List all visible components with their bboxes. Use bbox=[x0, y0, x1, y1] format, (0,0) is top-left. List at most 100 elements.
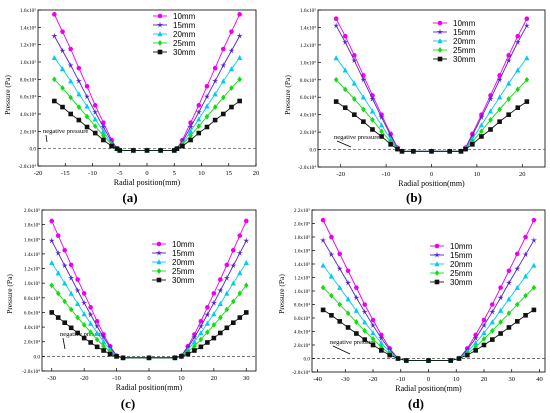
panel-a-point-20mm bbox=[196, 116, 202, 122]
panel-b-point-30mm bbox=[524, 99, 530, 104]
panel-d-x-tick-label: 10 bbox=[453, 376, 460, 383]
panel-b-point-25mm bbox=[333, 76, 339, 83]
panel-d-point-30mm bbox=[379, 348, 384, 353]
panel-d-label: (d) bbox=[408, 396, 424, 411]
panel-b-point-10mm bbox=[352, 53, 357, 58]
panel-a-point-25mm bbox=[52, 76, 57, 83]
panel-d-point-25mm bbox=[523, 292, 528, 299]
panel-a-point-30mm bbox=[84, 124, 90, 130]
panel-a-point-20mm bbox=[84, 103, 90, 109]
panel-c-point-25mm bbox=[62, 298, 67, 305]
panel-a-point-30mm bbox=[131, 148, 136, 153]
panel-c-point-25mm bbox=[198, 336, 204, 343]
panel-b-point-30mm bbox=[333, 99, 339, 104]
panel-b-point-20mm bbox=[506, 80, 512, 86]
panel-c-legend-marker-15mm bbox=[155, 249, 163, 256]
panel-b-point-20mm bbox=[524, 55, 530, 61]
panel-c-point-30mm bbox=[146, 355, 152, 361]
panel-a-point-20mm bbox=[237, 54, 243, 60]
panel-b-point-30mm bbox=[395, 146, 400, 152]
panel-c-point-15mm bbox=[100, 334, 107, 340]
panel-d-point-20mm bbox=[522, 273, 529, 279]
panel-d-point-30mm bbox=[465, 352, 470, 358]
panel-c-point-30mm bbox=[120, 355, 126, 361]
panel-d-point-30mm bbox=[362, 337, 368, 342]
panel-d-point-25mm bbox=[320, 284, 326, 291]
panel-b-point-25mm bbox=[479, 128, 484, 135]
panel-c-point-15mm bbox=[197, 323, 204, 329]
panel-c-point-25mm bbox=[49, 282, 55, 289]
panel-a-point-10mm bbox=[196, 103, 202, 108]
panel-d-legend-marker-15mm bbox=[433, 251, 441, 258]
panel-d: -40 -30 -20 -10 0 10 20 30 40 -2.0x10⁴ 0.0 2.0x10⁴ 4… bbox=[277, 208, 546, 393]
panel-c-point-30mm bbox=[179, 354, 184, 359]
panel-b-point-25mm bbox=[515, 86, 521, 93]
panel-a-point-20mm bbox=[76, 91, 82, 97]
panel-a-point-15mm bbox=[220, 62, 227, 69]
panel-b-point-10mm bbox=[524, 16, 530, 22]
panel-d-y-tick-label: 1.4x10⁵ bbox=[294, 262, 310, 268]
panel-d-y-tick-label: 1.6x10⁵ bbox=[294, 249, 310, 255]
panel-a-point-20mm bbox=[212, 91, 218, 97]
panel-d-point-15mm bbox=[328, 251, 335, 258]
panel-d-point-20mm bbox=[345, 296, 351, 302]
panel-c-point-15mm bbox=[55, 249, 62, 256]
panel-d-point-25mm bbox=[354, 319, 359, 325]
panel-d-y-tick-label: 4.0x10⁴ bbox=[294, 330, 310, 336]
panel-d-point-25mm bbox=[481, 336, 487, 342]
panel-c-x-tick-label: -30 bbox=[47, 375, 56, 382]
panel-a-legend-marker-10mm bbox=[157, 13, 163, 19]
panel-a: -20 -15 -10 -5 0 5 10 15 20 -2.0x10⁴ 0.0 2.0x10⁴ 4.0… bbox=[3, 8, 259, 187]
panel-b-point-20mm bbox=[360, 94, 366, 100]
panel-c-point-15mm bbox=[217, 287, 224, 294]
panel-d-y-tick-label: 2.2x10⁵ bbox=[294, 208, 310, 214]
panel-a-point-30mm bbox=[92, 130, 98, 136]
panel-a-y-tick-label: 8.0x10⁴ bbox=[20, 77, 36, 83]
panel-c-point-25mm bbox=[192, 343, 197, 350]
panel-d-point-20mm bbox=[337, 284, 343, 290]
panel-b-point-10mm bbox=[333, 16, 339, 22]
panel-c-point-30mm bbox=[49, 310, 55, 315]
panel-c-point-25mm bbox=[94, 336, 100, 343]
panel-a-point-25mm bbox=[92, 123, 98, 130]
panel-c-legend-marker-25mm bbox=[156, 268, 162, 274]
panel-c-point-20mm bbox=[94, 330, 100, 336]
panel-a-point-25mm bbox=[237, 76, 242, 83]
panel-d-point-20mm bbox=[362, 319, 368, 325]
panel-d-point-25mm bbox=[514, 301, 520, 308]
panel-c-point-30mm bbox=[185, 351, 191, 357]
panel-b-y-tick-label: -2.0x10⁴ bbox=[298, 165, 316, 171]
panel-b-point-30mm bbox=[515, 105, 521, 110]
panel-b-point-20mm bbox=[378, 122, 385, 128]
panel-a-point-25mm bbox=[204, 113, 210, 120]
panel-b-point-15mm bbox=[496, 76, 503, 83]
panel-a-point-30mm bbox=[117, 148, 123, 153]
panel-c-point-25mm bbox=[81, 321, 87, 328]
panel-d-point-30mm bbox=[489, 337, 495, 342]
panel-a-point-25mm bbox=[229, 85, 234, 91]
panel-b-point-25mm bbox=[370, 117, 375, 123]
panel-a-legend-label-10mm: 10mm bbox=[173, 12, 196, 21]
panel-c-point-15mm bbox=[230, 262, 237, 269]
panel-b-point-30mm bbox=[399, 149, 405, 154]
panel-b-point-15mm bbox=[478, 114, 485, 120]
panel-b-point-20mm bbox=[515, 67, 521, 73]
panel-d-point-30mm bbox=[456, 356, 462, 361]
panel-d-point-20mm bbox=[378, 340, 384, 346]
panel-b-x-tick-label: 0 bbox=[430, 171, 433, 178]
panel-d-point-15mm bbox=[497, 294, 504, 301]
panel-a-point-10mm bbox=[101, 120, 106, 125]
panel-b: -20 -10 0 10 20 -2.0x10⁴ 0.0 2.0x10⁴ 4.0x10⁴ 6.0x… bbox=[283, 8, 546, 188]
panel-a-y-tick-label: 6.0x10⁴ bbox=[20, 95, 36, 101]
panel-d-point-10mm bbox=[354, 285, 359, 290]
panel-a-point-30mm bbox=[180, 143, 185, 149]
panel-d-point-10mm bbox=[329, 234, 334, 240]
panel-c-point-25mm bbox=[75, 314, 80, 321]
panel-a-x-tick-label: 0 bbox=[145, 170, 148, 177]
panel-d-point-30mm bbox=[426, 358, 431, 363]
panel-a-legend-label-30mm: 30mm bbox=[173, 48, 196, 57]
panel-c-point-10mm bbox=[88, 305, 93, 310]
panel-a-point-30mm bbox=[212, 117, 218, 123]
panel-a-legend-label-20mm: 20mm bbox=[173, 30, 196, 39]
panel-a-point-25mm bbox=[60, 85, 65, 91]
